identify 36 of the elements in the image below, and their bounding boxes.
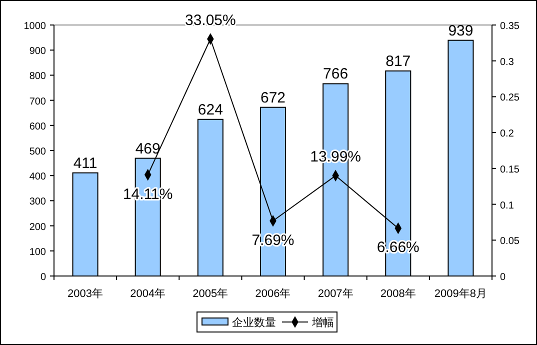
y-tick-label: 0 [40, 272, 46, 283]
y2-tick-label: 0.1 [500, 200, 514, 212]
y2-tick-label: 0.2 [500, 128, 514, 140]
data-label: 33.05% [184, 12, 236, 29]
y-tick-label: 300 [29, 196, 46, 208]
data-label: 469 [135, 140, 160, 158]
x-tick-label: 2009年8月 [434, 288, 488, 300]
y2-tick-label: 0.35 [500, 21, 520, 32]
data-label: 624 [198, 101, 223, 118]
y-tick-label: 500 [29, 146, 46, 158]
x-tick-label: 2008年 [380, 288, 416, 300]
y-tick-label: 600 [29, 121, 46, 132]
y2-tick-label: 0 [500, 272, 506, 283]
x-tick-label: 2003年 [68, 288, 104, 300]
y-tick-label: 100 [29, 246, 46, 258]
y2-tick-label: 0.15 [500, 164, 520, 176]
data-label: 411 [73, 154, 98, 172]
data-label: 817 [386, 52, 411, 70]
x-tick-label: 2004年 [130, 288, 166, 300]
y2-tick-label: 0.05 [500, 236, 520, 248]
y-tick-label: 800 [29, 71, 46, 82]
y-tick-label: 700 [29, 96, 46, 108]
legend-label: 增幅 [311, 317, 334, 329]
data-label: 766 [323, 66, 348, 83]
y-tick-label: 200 [29, 222, 46, 233]
y-tick-label: 900 [29, 46, 46, 58]
x-tick-label: 2005年 [192, 288, 228, 300]
data-label: 939 [448, 22, 474, 40]
x-tick-label: 2006年 [255, 288, 291, 300]
data-label: 672 [260, 89, 286, 106]
x-tick-label: 2007年 [318, 288, 354, 300]
y-tick-label: 400 [29, 172, 46, 183]
y2-tick-label: 0.3 [500, 56, 514, 68]
y-tick-label: 1000 [24, 21, 46, 32]
legend-label: 企业数量 [232, 316, 276, 329]
y2-tick-label: 0.25 [500, 92, 520, 104]
